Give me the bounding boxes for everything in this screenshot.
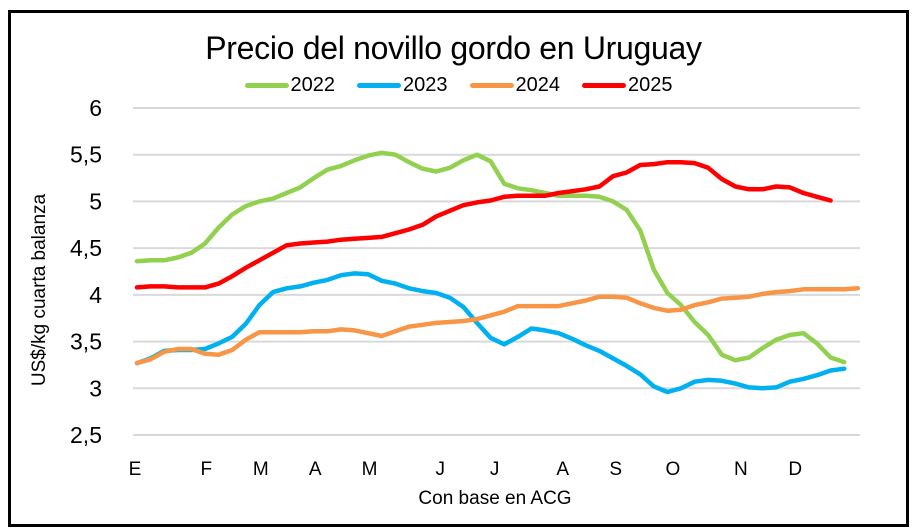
legend-label-2024: 2024 <box>515 74 561 96</box>
y-tick-label: 5,5 <box>70 142 102 168</box>
series-line-2025 <box>134 159 833 290</box>
chart-legend: 2022 2023 2024 2025 <box>0 74 917 97</box>
gridlines <box>133 107 860 436</box>
chart-title: Precio del novillo gordo en Uruguay <box>205 30 702 66</box>
legend-swatch-2024 <box>469 83 514 88</box>
legend-item-2024: 2024 <box>469 74 561 97</box>
legend-swatch-2022 <box>244 83 289 88</box>
x-tick-label: N <box>734 459 748 480</box>
x-tick-label: A <box>556 459 569 480</box>
x-tick-label: M <box>253 459 269 480</box>
series-lines <box>134 150 861 395</box>
y-tick-label: 4 <box>89 282 102 308</box>
legend-label-2022: 2022 <box>290 74 336 96</box>
legend-item-2023: 2023 <box>357 74 448 97</box>
legend-swatch-2025 <box>582 83 626 88</box>
legend-item-2022: 2022 <box>244 74 336 97</box>
legend-item-2025: 2025 <box>582 74 673 97</box>
x-tick-label: A <box>309 459 322 480</box>
x-tick-label: E <box>129 459 142 480</box>
y-tick-label: 6 <box>89 95 102 121</box>
x-tick-label: J <box>490 459 500 480</box>
chart-frame <box>8 10 909 527</box>
legend-label-2023: 2023 <box>403 74 448 96</box>
series-line-2024 <box>134 286 861 366</box>
y-tick-label: 3,5 <box>70 329 102 355</box>
series-line-2022 <box>134 150 847 365</box>
x-tick-label: D <box>788 459 802 480</box>
x-axis-label: Con base en ACG <box>418 488 572 509</box>
legend-swatch-2023 <box>357 83 401 88</box>
x-tick-label: M <box>362 459 378 480</box>
x-tick-label: S <box>609 459 622 480</box>
series-line-2023 <box>134 271 847 395</box>
x-tick-label: O <box>665 459 680 480</box>
y-tick-label: 4,5 <box>70 235 102 261</box>
x-tick-label: F <box>201 459 213 480</box>
x-tick-label: J <box>436 459 446 480</box>
legend-label-2025: 2025 <box>628 74 673 96</box>
y-tick-label: 5 <box>89 188 102 214</box>
y-tick-labels: 6 5,5 5 4,5 4 3,5 3 2,5 <box>70 95 102 448</box>
y-tick-label: 2,5 <box>70 422 102 448</box>
y-tick-label: 3 <box>89 375 102 401</box>
